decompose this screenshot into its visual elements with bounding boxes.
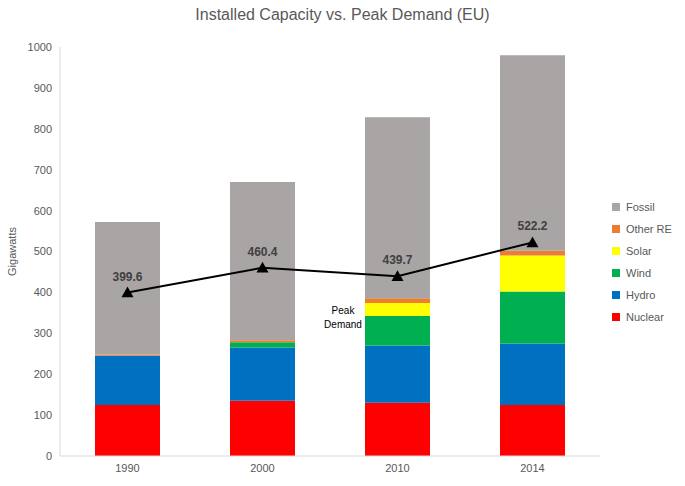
html-text:Installed Capacity vs. Peak De: Installed Capacity vs. Peak Demand (EU)	[195, 6, 490, 23]
svg-text:522.2: 522.2	[517, 219, 547, 233]
svg-text:439.7: 439.7	[382, 253, 412, 267]
svg-text:200: 200	[34, 368, 52, 380]
html-text:Solar: Solar	[626, 245, 652, 257]
svg-text:500: 500	[34, 245, 52, 257]
svg-text:400: 400	[34, 286, 52, 298]
svg-text:0: 0	[46, 450, 52, 462]
html-text:Other RE: Other RE	[626, 223, 672, 235]
svg-text:100: 100	[34, 409, 52, 421]
html-text:Hydro: Hydro	[626, 289, 656, 301]
html-text:Fossil: Fossil	[626, 201, 655, 213]
svg-text:2014: 2014	[520, 462, 544, 474]
svg-text:1990: 1990	[115, 462, 139, 474]
html-text:Wind: Wind	[626, 267, 652, 279]
svg-text:2000: 2000	[250, 462, 274, 474]
svg-text:399.6: 399.6	[112, 270, 142, 284]
svg-text:460.4: 460.4	[247, 245, 277, 259]
svg-text:900: 900	[34, 82, 52, 94]
svg-text:1000: 1000	[28, 41, 52, 53]
svg-text:600: 600	[34, 205, 52, 217]
svg-text:Gigawatts: Gigawatts	[8, 227, 18, 276]
svg-text:800: 800	[34, 123, 52, 135]
html-text:Nuclear: Nuclear	[626, 311, 664, 323]
html-text:Peak Demand: Peak Demand	[324, 305, 362, 330]
svg-text:2010: 2010	[385, 462, 409, 474]
svg-text:300: 300	[34, 327, 52, 339]
svg-text:700: 700	[34, 164, 52, 176]
